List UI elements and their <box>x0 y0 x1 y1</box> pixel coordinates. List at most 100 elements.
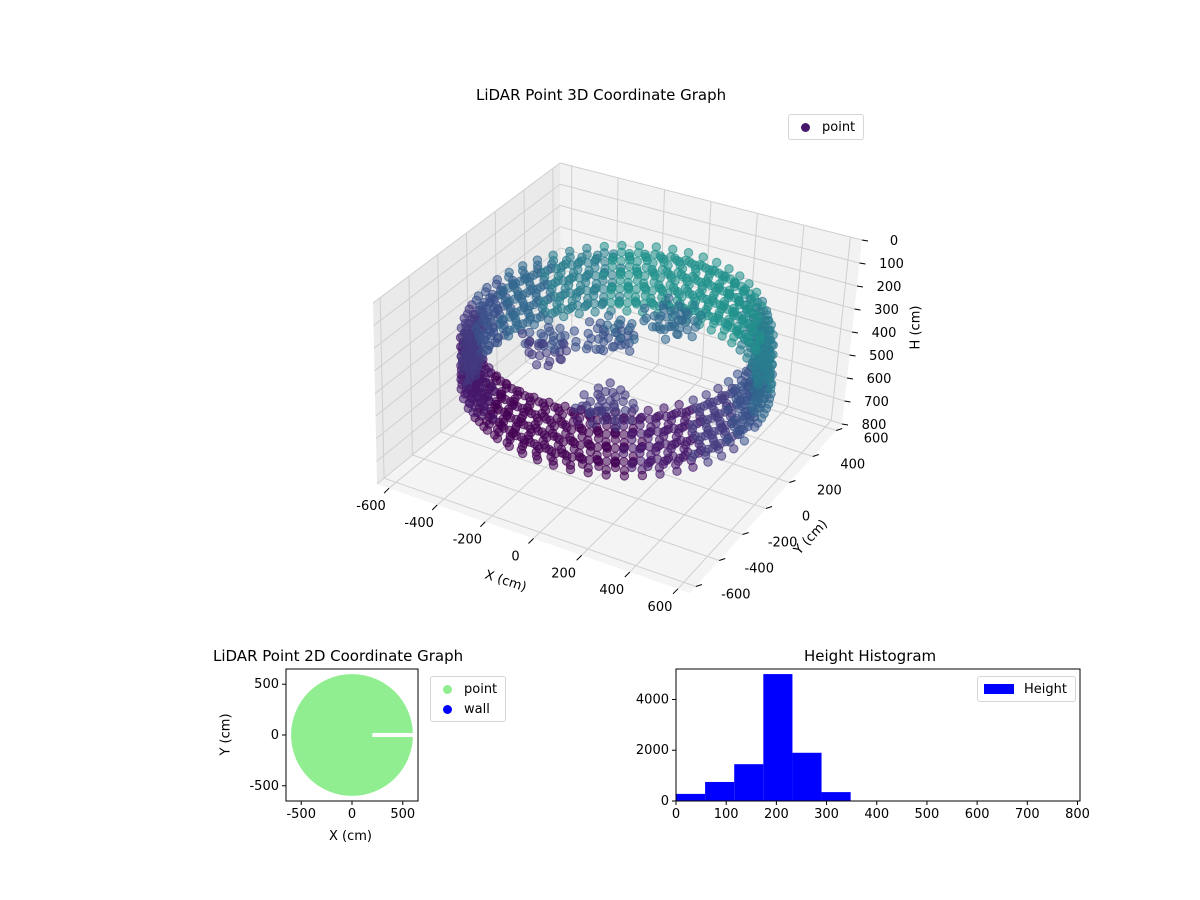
data-point-3d <box>563 304 573 315</box>
data-point-3d <box>593 383 604 393</box>
legend-3d: point <box>788 114 865 140</box>
data-point-3d <box>607 261 617 272</box>
data-point-3d <box>593 433 604 444</box>
x-tick-label-histogram: 500 <box>915 807 940 822</box>
data-point-3d <box>649 311 659 321</box>
z-tick-label-3d: 500 <box>869 349 894 364</box>
data-point-3d <box>491 279 502 289</box>
data-point-3d <box>710 315 720 326</box>
data-point-3d <box>629 334 639 344</box>
data-point-3d <box>761 403 772 414</box>
x-tick-label-3d: 600 <box>648 600 673 615</box>
data-point-3d <box>548 256 559 266</box>
data-point-3d <box>555 354 565 364</box>
data-point-3d <box>598 276 608 286</box>
z-tick-label-3d: 0 <box>890 234 898 249</box>
y-tick-label-2d: 0 <box>271 728 279 743</box>
histogram-bar <box>734 764 764 801</box>
data-point-3d <box>598 284 609 294</box>
data-point-3d <box>565 464 576 475</box>
data-point-3d <box>659 403 669 413</box>
data-point-3d <box>751 370 761 380</box>
x-tick-label-histogram: 100 <box>714 807 739 822</box>
histogram-title: Height Histogram <box>804 647 937 665</box>
data-point-3d <box>609 399 619 410</box>
x-tick-label-histogram: 600 <box>965 807 990 822</box>
y-tick-label-3d: -600 <box>721 588 751 603</box>
data-point-3d <box>584 317 595 327</box>
legend-2d: point wall <box>430 676 507 722</box>
data-point-3d <box>606 289 616 300</box>
data-point-3d <box>548 335 558 346</box>
legend-marker-point <box>801 122 810 132</box>
data-point-3d <box>681 307 691 317</box>
y-tick-label-histogram: 2000 <box>636 743 669 758</box>
data-point-3d <box>712 257 722 268</box>
data-point-3d <box>577 459 588 469</box>
data-point-3d <box>536 329 546 339</box>
legend-label-point: point <box>822 119 856 135</box>
data-point-3d <box>688 395 698 405</box>
data-point-3d <box>643 461 653 472</box>
data-point-3d <box>524 327 535 338</box>
data-point-3d <box>602 448 612 458</box>
data-point-3d <box>598 415 609 425</box>
data-point-3d <box>640 303 650 313</box>
data-point-3d <box>482 425 493 435</box>
data-point-3d <box>620 406 631 416</box>
data-point-3d <box>583 468 593 478</box>
histogram-chart: 0 100 200 300 400 500 600 700 800 0 2000 4000 <box>636 668 1090 822</box>
data-point-3d <box>559 311 569 322</box>
data-point-3d <box>572 415 582 425</box>
data-point-3d <box>745 415 755 426</box>
data-point-3d <box>681 411 691 422</box>
y-tick-label-2d: 500 <box>254 677 279 692</box>
data-point-3d <box>501 383 512 393</box>
data-point-3d <box>532 455 543 465</box>
data-point-3d <box>570 403 581 413</box>
chart-2d: -500 0 500 -500 0 500 <box>249 668 419 822</box>
data-point-3d <box>616 340 626 350</box>
data-point-3d <box>744 308 754 318</box>
data-point-3d <box>607 414 617 425</box>
data-point-3d <box>492 433 503 444</box>
data-point-3d <box>559 339 569 349</box>
data-point-3d <box>657 264 668 275</box>
data-point-3d <box>619 471 630 481</box>
data-point-3d <box>640 290 650 301</box>
data-point-3d <box>563 280 574 290</box>
data-point-3d <box>581 344 592 354</box>
data-point-3d <box>529 319 539 330</box>
legend-label-point-2d: point <box>464 681 498 697</box>
data-point-3d <box>625 346 635 356</box>
x-tick-label-3d: -200 <box>453 533 483 548</box>
data-point-3d <box>497 393 507 403</box>
z-axis-label-3d: H (cm) <box>908 305 924 350</box>
data-point-3d <box>632 276 643 286</box>
data-point-3d <box>648 300 659 310</box>
y-tick-label-3d: 600 <box>864 432 889 447</box>
data-point-3d <box>764 394 775 404</box>
x-tick-label-histogram: 800 <box>1065 807 1090 822</box>
data-point-3d <box>581 277 591 288</box>
data-point-3d <box>597 300 607 310</box>
data-point-3d <box>601 470 611 480</box>
data-point-3d <box>739 436 750 446</box>
data-point-3d <box>616 315 626 325</box>
data-point-3d <box>622 298 633 308</box>
x-tick-label-3d: 400 <box>599 583 624 598</box>
histogram-bar <box>676 793 706 801</box>
data-point-3d <box>689 300 700 310</box>
axes-3d: -600 -400 -200 0 200 400 600 -600 -400 -200 0 200 40… <box>356 234 904 615</box>
x-tick-label-histogram: 300 <box>814 807 839 822</box>
data-point-3d <box>577 431 587 442</box>
legend-label-wall: wall <box>464 701 490 717</box>
x-tick-label-histogram: 700 <box>1015 807 1040 822</box>
data-point-3d <box>658 431 669 441</box>
data-point-3d <box>623 289 633 300</box>
data-point-3d <box>765 374 775 384</box>
data-point-3d <box>561 428 571 439</box>
data-point-3d <box>688 462 698 472</box>
data-point-3d <box>649 277 659 287</box>
data-point-3d <box>717 331 727 341</box>
